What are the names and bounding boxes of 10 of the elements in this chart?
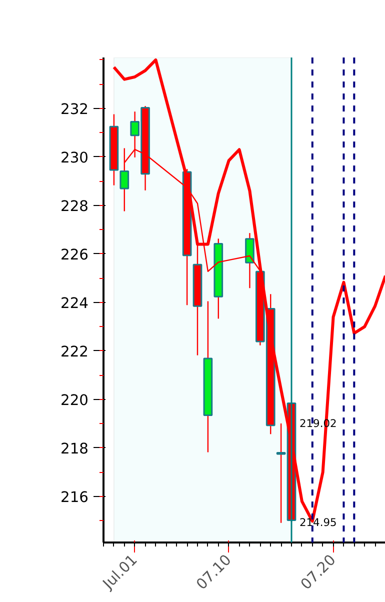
y-tick-label: 220 [60,392,89,409]
annotation: 214.95 [300,516,337,529]
y-tick-label: 216 [60,488,89,506]
y-tick-label: 226 [60,246,89,264]
y-tick-label: 222 [60,343,89,360]
y-tick-label: 232 [60,100,89,118]
y-tick-label: 224 [60,294,89,312]
y-tick-label: 218 [60,440,89,458]
y-tick-label: 230 [60,149,89,166]
y-tick-label: 228 [60,198,89,215]
